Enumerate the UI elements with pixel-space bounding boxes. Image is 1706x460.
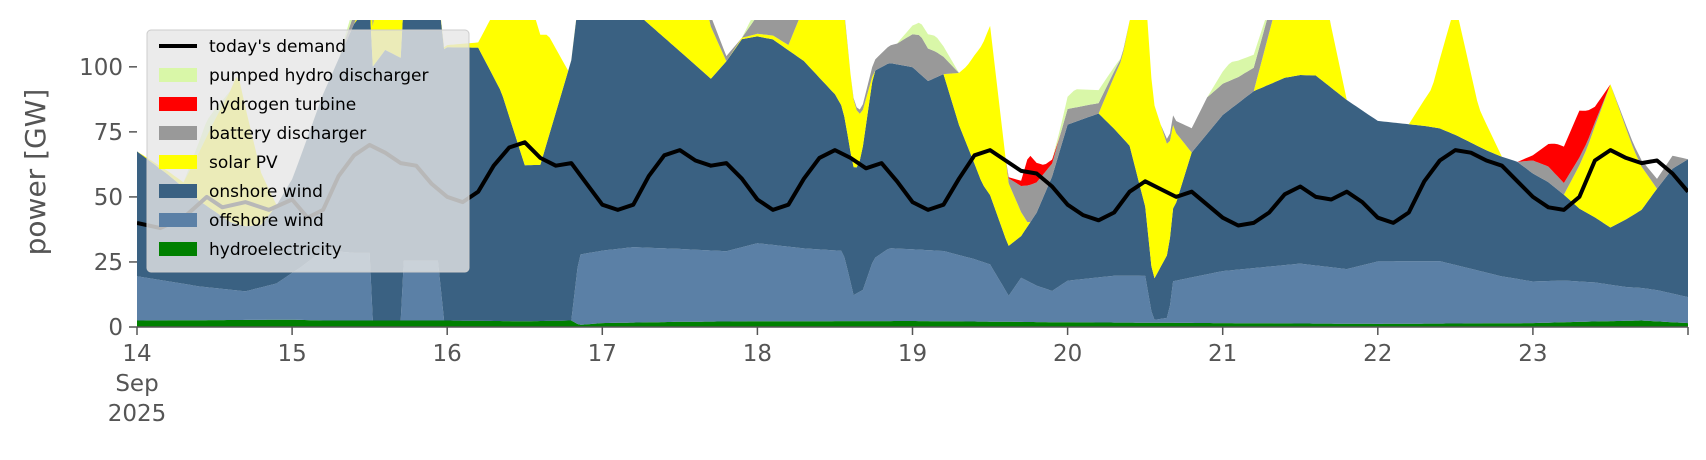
x-tick-label: 22 (1363, 341, 1392, 367)
y-axis-label: power [GW] (19, 89, 52, 256)
x-tick-label: 20 (1053, 341, 1082, 367)
y-tick-label: 100 (79, 55, 123, 81)
area-onshore (137, 20, 1688, 322)
legend-label: hydroelectricity (209, 240, 342, 260)
x-tick-sublabel: Sep (115, 371, 158, 397)
legend-label: hydrogen turbine (209, 95, 356, 115)
area-hydro (137, 319, 1688, 327)
stacked-areas (137, 20, 1688, 327)
x-tick-label: 14 (122, 341, 151, 367)
legend-swatch (159, 68, 197, 82)
legend-box (146, 29, 470, 273)
y-tick-label: 25 (94, 250, 123, 276)
x-tick-label: 16 (433, 341, 462, 367)
legend-label: today's demand (209, 37, 346, 57)
x-tick-label: 19 (898, 341, 927, 367)
x-tick-label: 17 (588, 341, 617, 367)
x-tick-label: 23 (1518, 341, 1547, 367)
x-tick-label: 18 (743, 341, 772, 367)
legend-label: solar PV (209, 153, 278, 173)
legend-swatch (159, 213, 197, 227)
area-offshore (137, 243, 1688, 325)
legend-swatch (159, 97, 197, 111)
legend-swatch (159, 126, 197, 140)
y-tick-label: 75 (94, 120, 123, 146)
legend-swatch (159, 242, 197, 256)
legend-label: offshore wind (209, 211, 324, 231)
legend-label: pumped hydro discharger (209, 66, 428, 86)
y-ticks: 0 25 50 75 100 (79, 55, 137, 341)
x-ticks: 14 15 16 17 18 19 20 21 22 23 Sep 2025 (108, 327, 1689, 427)
area-solar (137, 20, 1688, 279)
area-battery (137, 20, 1688, 223)
y-tick-label: 0 (108, 315, 123, 341)
legend-label: battery discharger (209, 124, 366, 144)
x-tick-label: 15 (277, 341, 306, 367)
legend-label: onshore wind (209, 182, 323, 202)
x-tick-label: 21 (1208, 341, 1237, 367)
y-tick-label: 50 (94, 185, 123, 211)
legend-swatch (159, 184, 197, 198)
legend: today's demand pumped hydro discharger hyd… (146, 29, 470, 273)
x-tick-sublabel: 2025 (108, 401, 167, 427)
legend-swatch (159, 155, 197, 169)
